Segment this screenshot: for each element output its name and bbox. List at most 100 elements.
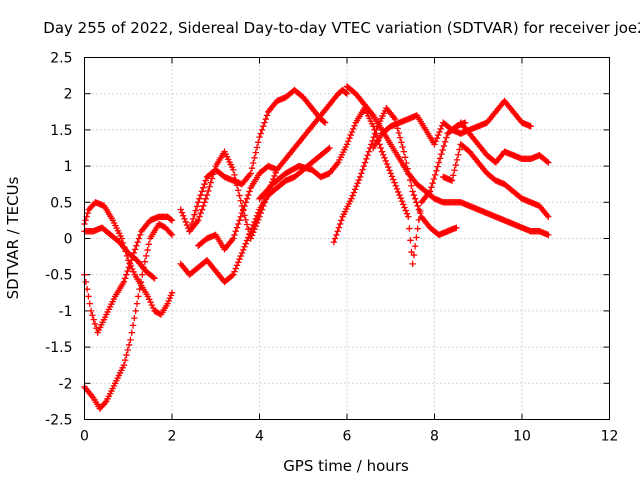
x-tick-label: 4 (255, 429, 264, 445)
data-point (135, 293, 142, 300)
data-point (543, 158, 551, 165)
data-point (378, 148, 386, 155)
data-point (342, 89, 350, 96)
data-point (431, 171, 439, 179)
data-point (252, 222, 259, 230)
data-point (330, 238, 338, 246)
data-point (230, 271, 237, 278)
data-point (236, 255, 243, 263)
data-point (250, 159, 257, 167)
data-point (433, 167, 440, 174)
data-point (383, 160, 391, 168)
data-point (453, 224, 460, 231)
data-point (231, 171, 238, 179)
data-point (136, 285, 143, 293)
data-points (81, 83, 552, 412)
x-tick-label: 10 (513, 429, 531, 445)
data-point (338, 217, 345, 224)
data-point (136, 231, 144, 239)
data-point (127, 336, 134, 344)
data-point (416, 207, 424, 215)
data-point (430, 175, 438, 183)
data-point (150, 274, 157, 281)
data-point (168, 289, 176, 296)
data-point (407, 237, 414, 244)
data-point (195, 199, 202, 206)
data-point (336, 220, 344, 228)
data-point (202, 177, 209, 184)
data-point (121, 356, 129, 364)
data-point (82, 278, 90, 286)
data-point (124, 346, 132, 354)
data-point (356, 173, 364, 181)
data-point (205, 187, 212, 195)
data-point (124, 267, 131, 275)
data-point (198, 206, 206, 213)
data-point (380, 151, 387, 158)
data-point (415, 216, 423, 224)
data-point (360, 162, 368, 170)
data-point (255, 139, 262, 146)
data-point (406, 225, 413, 232)
data-point (429, 179, 436, 187)
data-point (151, 275, 158, 282)
x-tick-label: 2 (168, 429, 177, 445)
x-tick-label: 8 (430, 429, 439, 445)
data-point (168, 217, 176, 224)
data-point (321, 119, 329, 126)
data-point (433, 134, 441, 142)
data-point (181, 215, 188, 223)
data-point (403, 210, 411, 217)
data-point (361, 159, 369, 166)
data-point (233, 182, 241, 189)
data-point (90, 316, 97, 323)
data-point (391, 179, 398, 186)
data-point (347, 131, 354, 139)
data-point (149, 304, 157, 312)
data-point (231, 231, 238, 239)
y-tick-label: 1.5 (50, 123, 72, 139)
data-point (139, 271, 146, 278)
data-point (233, 262, 241, 269)
data-point (451, 167, 458, 174)
data-point (386, 167, 393, 174)
data-point (355, 176, 363, 184)
data-point (89, 312, 96, 319)
data-point (414, 202, 421, 210)
data-point (201, 181, 208, 188)
data-point (231, 268, 238, 275)
data-point (125, 257, 132, 264)
data-point (428, 184, 435, 191)
data-point (448, 177, 456, 184)
data-point (411, 243, 419, 250)
data-point (242, 199, 249, 206)
data-point (351, 122, 358, 129)
data-point (206, 183, 213, 190)
y-tick-label: 1 (64, 159, 73, 175)
data-point (432, 138, 439, 145)
data-point (236, 192, 243, 199)
data-point (191, 211, 198, 218)
data-point (146, 296, 153, 303)
series-track-b (81, 213, 176, 336)
data-point (243, 237, 251, 244)
series-track-c (81, 199, 176, 318)
data-point (382, 157, 389, 165)
data-point (87, 307, 95, 315)
data-point (456, 146, 463, 153)
data-point (144, 246, 151, 254)
data-point (243, 221, 251, 228)
data-point (235, 259, 242, 266)
data-point (237, 197, 244, 204)
data-point (354, 179, 361, 187)
data-point (358, 170, 365, 177)
data-point (402, 207, 409, 214)
data-point (393, 185, 401, 193)
data-point (207, 179, 214, 186)
data-point (260, 202, 267, 210)
data-point (436, 155, 444, 162)
data-point (192, 207, 199, 214)
data-point (233, 224, 241, 231)
data-point (167, 216, 175, 223)
y-tick-label: -2 (59, 376, 73, 392)
